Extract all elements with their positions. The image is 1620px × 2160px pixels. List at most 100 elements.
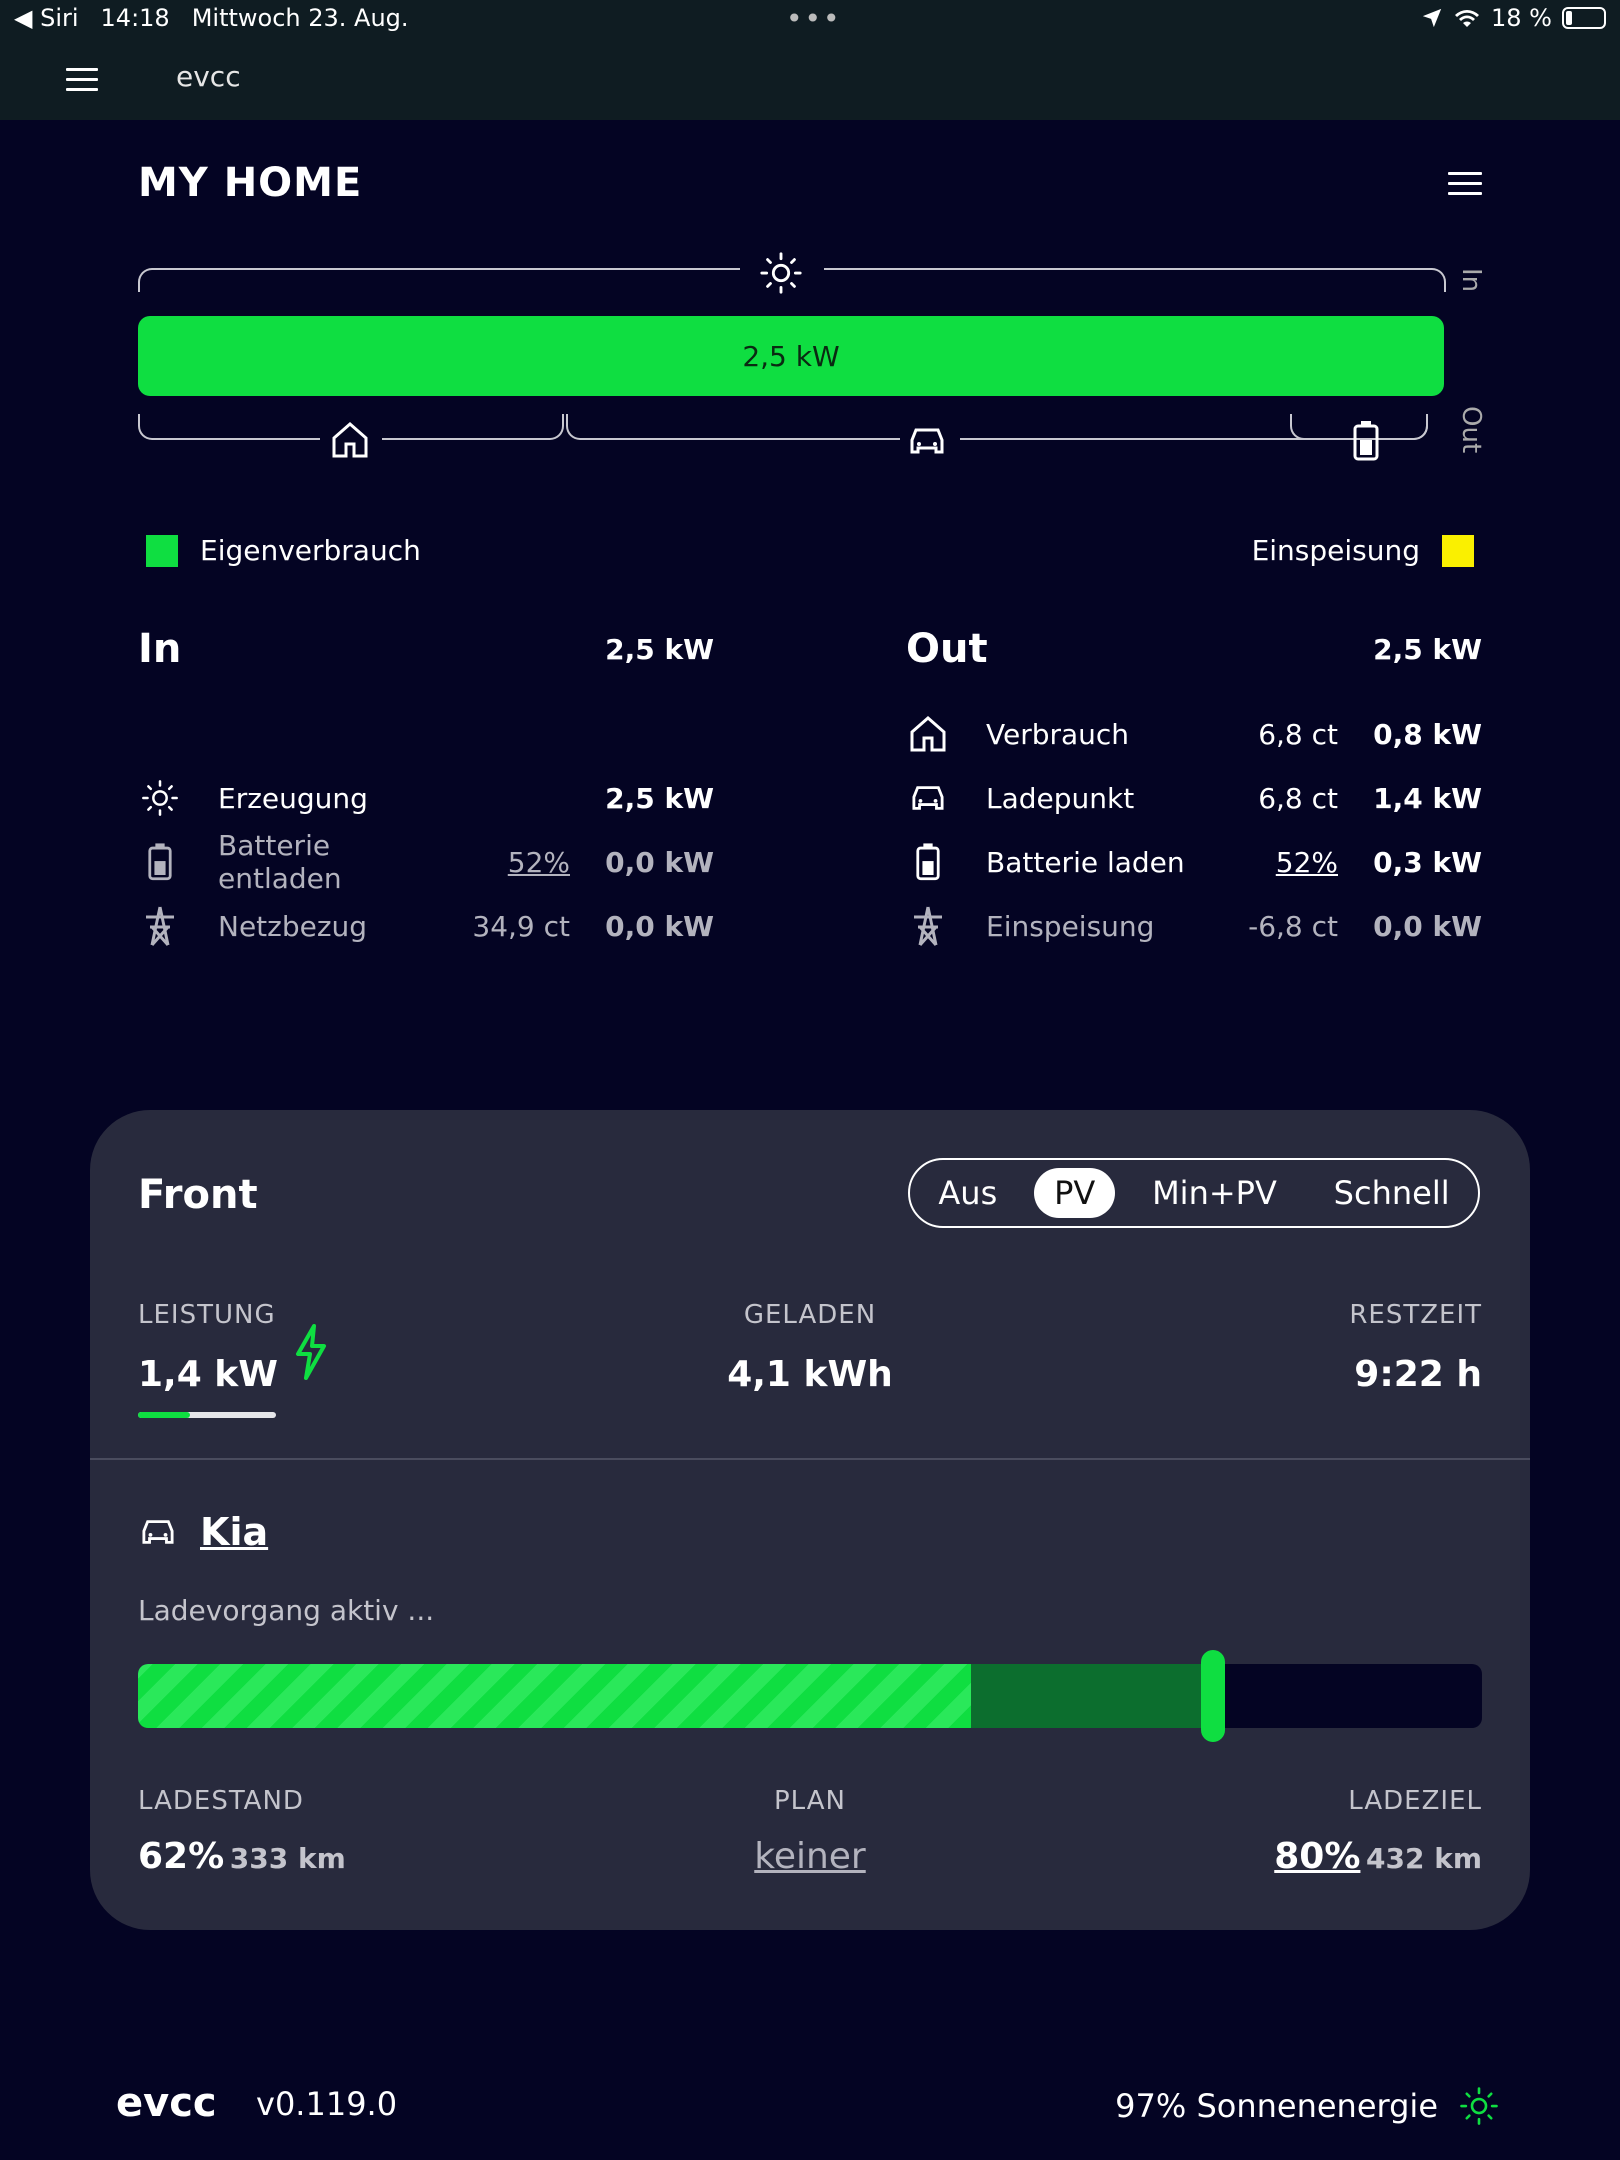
battery-icon	[148, 843, 172, 881]
row-label: Netzbezug	[218, 909, 368, 943]
clock: 14:18	[100, 4, 170, 32]
soc-readout: 62% 333 km	[138, 1836, 346, 1877]
in-total: 2,5 kW	[605, 632, 714, 666]
battery-flow-icon	[1353, 421, 1379, 461]
vehicle-header: Kia	[138, 1510, 268, 1554]
solar-share[interactable]: 97% Sonnenenergie	[1115, 2085, 1500, 2127]
row-kw: 0,0 kW	[1373, 909, 1482, 943]
car-icon	[142, 1520, 174, 1544]
row-mid: -6,8 ct	[1248, 909, 1338, 943]
remaining-value: 9:22 h	[1354, 1354, 1482, 1395]
legend-self-consumption: Eigenverbrauch	[146, 534, 421, 567]
charged-value: 4,1 kWh	[727, 1354, 893, 1395]
target-soc-link[interactable]: 80%	[1274, 1836, 1361, 1877]
vehicle-select-link[interactable]: Kia	[200, 1510, 269, 1554]
row-mid: 6,8 ct	[1258, 717, 1338, 751]
battery-soc-link[interactable]: 52%	[507, 845, 570, 879]
target-soc-handle[interactable]	[1201, 1650, 1226, 1742]
plan-label: PLAN	[774, 1786, 846, 1816]
multitasking-dots-icon[interactable]: •••	[786, 2, 842, 35]
out-row-battery-charge: Batterie laden 52% 0,3 kW	[906, 830, 1482, 894]
out-row-consumption: Verbrauch 6,8 ct 0,8 kW	[906, 702, 1482, 766]
charged-label: GELADEN	[743, 1300, 877, 1330]
mode-pv-button[interactable]: PV	[1034, 1168, 1116, 1218]
power-pylon-icon	[914, 906, 942, 946]
in-title: In	[138, 626, 182, 672]
car-icon	[912, 786, 944, 810]
legend-feed-label: Einspeisung	[1251, 534, 1420, 567]
plan-wrapper: keiner	[90, 1836, 1530, 1877]
soc-value: 62%	[138, 1836, 225, 1877]
in-row-battery-discharge: Batterie entladen 52% 0,0 kW	[138, 829, 714, 895]
target-label: LADEZIEL	[1348, 1786, 1482, 1816]
target-readout: 80% 432 km	[1274, 1836, 1482, 1877]
sun-icon	[142, 780, 178, 816]
soc-label: LADESTAND	[138, 1786, 304, 1816]
legend-yellow-swatch	[1442, 534, 1474, 567]
legend-self-label: Eigenverbrauch	[200, 534, 421, 567]
home-icon	[910, 716, 946, 752]
main-menu-icon[interactable]	[1448, 172, 1482, 196]
evcc-logo[interactable]: evcc	[116, 2080, 217, 2126]
target-range: 432 km	[1366, 1842, 1482, 1875]
version-link[interactable]: v0.119.0	[256, 2085, 398, 2123]
pv-power-bar: 2,5 kW	[138, 316, 1444, 396]
soc-range: 333 km	[229, 1842, 346, 1875]
row-label: Batterie entladen	[218, 829, 342, 895]
location-icon	[1422, 8, 1442, 28]
legend-feed-in: Einspeisung	[1252, 534, 1474, 567]
date: Mittwoch 23. Aug.	[191, 4, 409, 32]
flow-in-label: In	[1456, 268, 1486, 293]
row-mid: 34,9 ct	[472, 909, 570, 943]
power-value: 1,4 kW	[138, 1354, 278, 1395]
row-kw: 0,3 kW	[1373, 845, 1482, 879]
row-kw: 2,5 kW	[605, 781, 714, 815]
browser-menu-icon[interactable]	[66, 68, 98, 92]
row-kw: 0,0 kW	[605, 845, 714, 879]
back-to-siri[interactable]: ◀ Siri	[14, 4, 79, 32]
power-meter	[138, 1412, 276, 1418]
power-pylon-icon	[146, 906, 174, 946]
row-kw: 1,4 kW	[1373, 781, 1482, 815]
wifi-icon	[1455, 10, 1480, 27]
row-label: Batterie laden	[986, 845, 1185, 879]
in-column: In 2,5 kW Erzeugung 2,5 kW Batterie entl…	[138, 624, 714, 958]
battery-icon	[916, 843, 940, 881]
remaining-label: RESTZEIT	[1349, 1300, 1482, 1330]
pv-power-value: 2,5 kW	[742, 339, 840, 373]
row-kw: 0,0 kW	[605, 909, 714, 943]
mode-minpv-button[interactable]: Min+PV	[1152, 1174, 1277, 1212]
battery-soc-link[interactable]: 52%	[1275, 845, 1338, 879]
home-icon	[332, 422, 368, 458]
out-row-feed-in: Einspeisung -6,8 ct 0,0 kW	[906, 894, 1482, 958]
mode-aus-button[interactable]: Aus	[938, 1174, 998, 1212]
sun-icon	[1460, 2087, 1498, 2125]
mode-schnell-button[interactable]: Schnell	[1333, 1174, 1450, 1212]
soc-target-segment	[971, 1664, 1214, 1728]
solar-share-text: 97% Sonnenenergie	[1115, 2087, 1438, 2125]
power-label: LEISTUNG	[138, 1300, 276, 1330]
soc-fill	[138, 1664, 972, 1728]
row-label: Ladepunkt	[986, 781, 1135, 815]
power-meter-fill	[138, 1412, 190, 1418]
battery-icon	[1562, 7, 1606, 29]
logo-text: evcc	[116, 2080, 217, 2126]
in-row-grid: Netzbezug 34,9 ct 0,0 kW	[138, 894, 714, 958]
app-title: evcc	[176, 60, 241, 93]
plan-link[interactable]: keiner	[754, 1836, 866, 1877]
app-bar: evcc	[0, 40, 1620, 120]
car-icon	[910, 428, 944, 454]
out-column: Out 2,5 kW Verbrauch 6,8 ct 0,8 kW Ladep…	[906, 624, 1482, 958]
row-mid: 6,8 ct	[1258, 781, 1338, 815]
charging-status: Ladevorgang aktiv ...	[138, 1594, 435, 1627]
loadpoint-title: Front	[138, 1172, 258, 1218]
row-label: Erzeugung	[218, 781, 368, 815]
page-title: MY HOME	[138, 160, 363, 206]
card-divider	[90, 1458, 1530, 1460]
lightning-icon	[296, 1324, 326, 1380]
mode-selector: Aus PV Min+PV Schnell	[908, 1158, 1480, 1228]
flow-out-label: Out	[1456, 406, 1486, 454]
loadpoint-card: Front Aus PV Min+PV Schnell LEISTUNG 1,4…	[90, 1110, 1530, 1930]
row-label: Einspeisung	[986, 909, 1155, 943]
in-row-generation: Erzeugung 2,5 kW	[138, 766, 714, 830]
